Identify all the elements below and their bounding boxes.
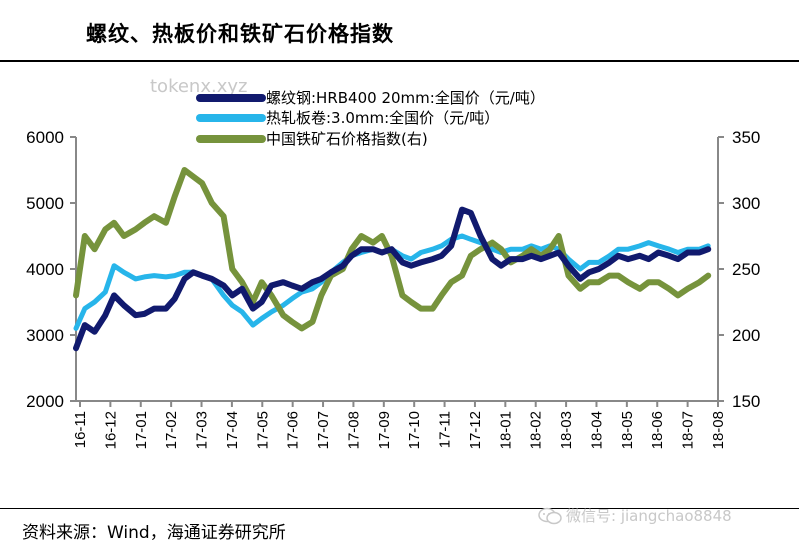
legend-label-1: 热轧板卷:3.0mm:全国价（元/吨）: [266, 109, 499, 127]
y-left-tick-label: 3000: [26, 326, 64, 345]
y-right-tick-label: 300: [732, 194, 760, 213]
x-tick-label: 17-05: [254, 411, 271, 449]
y-left-tick-label: 4000: [26, 260, 64, 279]
x-tick-label: 18-06: [649, 411, 666, 449]
x-tick-label: 18-08: [710, 411, 727, 449]
y-right-tick-label: 200: [732, 326, 760, 345]
x-tick-label: 18-02: [528, 411, 545, 449]
watermark-bottom: 微信号: jiangchao8848: [538, 505, 732, 526]
y-left-tick-label: 2000: [26, 392, 64, 411]
x-tick-label: 18-03: [558, 411, 575, 449]
x-tick-label: 17-09: [376, 411, 393, 449]
series-layer: [73, 167, 712, 352]
legend-label-0: 螺纹钢:HRB400 20mm:全国价（元/吨）: [266, 89, 545, 107]
title-divider: [0, 60, 799, 62]
watermark-bottom-text: 微信号: jiangchao8848: [566, 507, 732, 525]
axes: 2000 3000 4000 5000 6000 150 200 250 300 350 16-11…: [26, 128, 760, 449]
y-left-tick-label: 6000: [26, 128, 64, 147]
x-tick-label: 17-12: [467, 411, 484, 449]
y-right-tick-label: 250: [732, 260, 760, 279]
page-title: 螺纹、热板价和铁矿石价格指数: [86, 22, 394, 46]
x-tick-label: 16-11: [72, 411, 89, 448]
legend-label-2: 中国铁矿石价格指数(右): [266, 130, 428, 148]
y-right-tick-label: 350: [732, 128, 760, 147]
source-note: 资料来源：Wind，海通证券研究所: [22, 523, 286, 543]
x-tick-label: 16-12: [102, 411, 119, 449]
x-tick-label: 18-07: [680, 411, 697, 449]
watermark-top: tokenx.xyz: [150, 76, 248, 97]
legend: 螺纹钢:HRB400 20mm:全国价（元/吨） 热轧板卷:3.0mm:全国价（元…: [196, 89, 545, 148]
y-left-tick-label: 5000: [26, 194, 64, 213]
x-tick-label: 17-06: [285, 411, 302, 449]
x-tick-label: 17-07: [315, 411, 332, 449]
x-tick-label: 18-04: [588, 411, 605, 449]
series-line-0: [73, 206, 712, 352]
x-tick-label: 17-03: [194, 411, 211, 449]
x-tick-label: 18-01: [497, 411, 514, 449]
x-tick-label: 17-01: [133, 411, 150, 449]
x-tick-label: 18-05: [619, 411, 636, 449]
series-line-2: [73, 167, 712, 332]
source-divider: [0, 508, 799, 509]
x-tick-label: 17-08: [345, 411, 362, 449]
x-tick-label: 17-02: [163, 411, 180, 449]
y-right-tick-label: 150: [732, 392, 760, 411]
x-tick-label: 17-04: [224, 411, 241, 449]
x-tick-label: 17-11: [437, 411, 454, 448]
x-tick-label: 17-10: [406, 411, 423, 449]
wechat-icon: [538, 507, 562, 524]
